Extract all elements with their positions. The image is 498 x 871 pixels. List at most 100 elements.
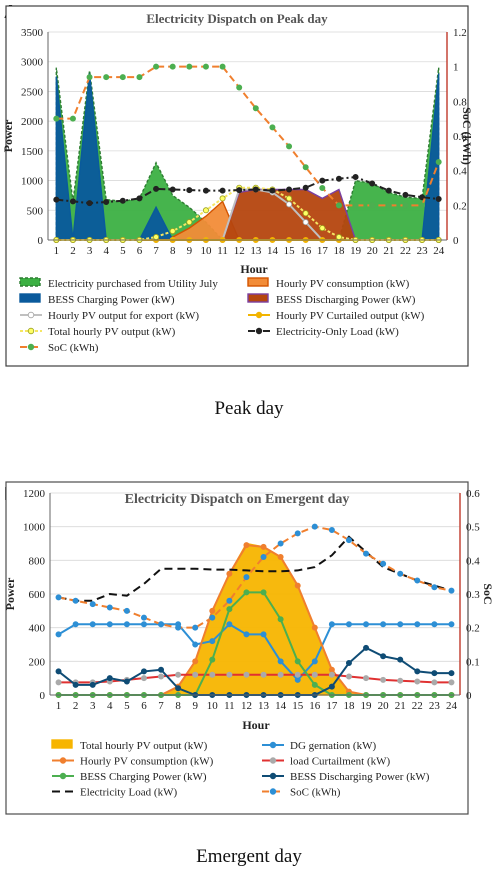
point-electricity-only-load-kw bbox=[352, 174, 359, 181]
point-soc-kwh bbox=[369, 202, 376, 209]
point-soc-kwh bbox=[119, 74, 126, 81]
y2-tick-label: 0.4 bbox=[453, 166, 467, 178]
legend-label: Total hourly PV output (kW) bbox=[48, 326, 176, 338]
point-total-hourly-pv-output-kw bbox=[169, 228, 176, 235]
point-total-hourly-pv-output-kw bbox=[202, 207, 209, 214]
point-electricity-only-load-kw bbox=[169, 186, 176, 193]
point-total-hourly-pv-output-kw bbox=[335, 234, 342, 241]
point-soc-kwh bbox=[435, 158, 442, 165]
y-tick-label: 1000 bbox=[21, 176, 44, 188]
y-tick-label: 0 bbox=[38, 235, 44, 247]
x-tick-label: 5 bbox=[120, 245, 126, 257]
point-soc-kwh bbox=[269, 124, 276, 131]
point-soc-kwh bbox=[53, 115, 60, 122]
legend-marker bbox=[255, 327, 263, 335]
legend-marker bbox=[27, 343, 35, 351]
y2-tick-label: 1.2 bbox=[453, 27, 467, 39]
point-soc-kwh bbox=[136, 74, 143, 81]
y-tick-label: 2000 bbox=[21, 116, 44, 128]
legend-item-bess-charging-power-kw: BESS Charging Power (kW) bbox=[19, 293, 175, 306]
point-soc-kwh bbox=[202, 63, 209, 70]
legend-swatch bbox=[247, 277, 269, 287]
chart-a-title: Electricity Dispatch on Peak day bbox=[146, 11, 328, 26]
point-electricity-only-load-kw bbox=[252, 186, 259, 193]
x-tick-label: 12 bbox=[234, 245, 245, 257]
x-tick-label: 18 bbox=[333, 245, 345, 257]
legend-marker bbox=[27, 311, 35, 319]
y-tick-label: 3000 bbox=[21, 57, 44, 69]
point-soc-kwh bbox=[352, 202, 359, 209]
legend-item-total-hourly-pv-output-kw: Total hourly PV output (kW) bbox=[20, 326, 176, 338]
point-soc-kwh bbox=[69, 115, 76, 122]
chart-a-ylabel: Power bbox=[1, 119, 15, 152]
x-tick-label: 6 bbox=[137, 245, 143, 257]
y2-tick-label: 0.6 bbox=[453, 131, 467, 143]
y2-tick-label: 0.8 bbox=[453, 96, 467, 108]
point-electricity-only-load-kw bbox=[86, 200, 93, 207]
legend-item-hourly-pv-output-for-export-kw: Hourly PV output for export (kW) bbox=[20, 310, 199, 322]
legend-marker bbox=[27, 327, 35, 335]
legend-label: Hourly PV Curtailed output (kW) bbox=[276, 310, 425, 322]
point-total-hourly-pv-output-kw bbox=[302, 210, 309, 217]
point-electricity-only-load-kw bbox=[202, 187, 209, 194]
legend-label: Hourly PV consumption (kW) bbox=[276, 278, 410, 290]
x-tick-label: 8 bbox=[170, 245, 176, 257]
point-soc-kwh bbox=[236, 84, 243, 91]
point-soc-kwh bbox=[335, 202, 342, 209]
legend-label: Hourly PV output for export (kW) bbox=[48, 310, 199, 322]
point-electricity-only-load-kw bbox=[119, 197, 126, 204]
point-soc-kwh bbox=[169, 63, 176, 70]
point-electricity-only-load-kw bbox=[69, 198, 76, 205]
legend-item-hourly-pv-curtailed-output-kw: Hourly PV Curtailed output (kW) bbox=[248, 310, 425, 322]
legend-label: SoC (kWh) bbox=[48, 342, 99, 354]
legend-item-electricity-only-load-kw: Electricity-Only Load (kW) bbox=[248, 326, 399, 338]
point-electricity-only-load-kw bbox=[385, 187, 392, 194]
point-electricity-only-load-kw bbox=[53, 196, 60, 203]
point-electricity-only-load-kw bbox=[335, 175, 342, 182]
chart-a-y2label: SoC (kWh) bbox=[460, 107, 474, 165]
y2-tick-label: 0 bbox=[453, 235, 459, 247]
x-tick-label: 14 bbox=[267, 245, 279, 257]
point-soc-kwh bbox=[385, 202, 392, 209]
point-soc-kwh bbox=[186, 63, 193, 70]
point-soc-kwh bbox=[86, 74, 93, 81]
point-total-hourly-pv-output-kw bbox=[219, 195, 226, 202]
point-soc-kwh bbox=[302, 164, 309, 171]
point-soc-kwh bbox=[319, 184, 326, 191]
x-tick-label: 20 bbox=[367, 245, 379, 257]
point-electricity-only-load-kw bbox=[302, 184, 309, 191]
legend-item-soc-kwh: SoC (kWh) bbox=[20, 342, 99, 354]
x-tick-label: 13 bbox=[250, 245, 262, 257]
y2-tick-label: 1 bbox=[453, 62, 459, 74]
legend-swatch bbox=[247, 293, 269, 303]
x-tick-label: 15 bbox=[284, 245, 296, 257]
y-tick-label: 3500 bbox=[21, 27, 44, 39]
point-electricity-only-load-kw bbox=[286, 186, 293, 193]
chart-a-xlabel: Hour bbox=[240, 262, 268, 276]
legend-label: BESS Discharging Power (kW) bbox=[276, 294, 416, 306]
legend-item-bess-discharging-power-kw: BESS Discharging Power (kW) bbox=[247, 293, 416, 306]
x-tick-label: 11 bbox=[217, 245, 228, 257]
point-hourly-pv-output-for-export-kw bbox=[302, 219, 309, 226]
y-tick-label: 1500 bbox=[21, 146, 44, 158]
point-electricity-only-load-kw bbox=[136, 195, 143, 202]
point-electricity-only-load-kw bbox=[219, 187, 226, 194]
point-total-hourly-pv-output-kw bbox=[153, 234, 160, 241]
x-tick-label: 24 bbox=[433, 245, 445, 257]
point-soc-kwh bbox=[103, 74, 110, 81]
point-soc-kwh bbox=[419, 202, 426, 209]
point-total-hourly-pv-output-kw bbox=[286, 195, 293, 202]
point-electricity-only-load-kw bbox=[269, 187, 276, 194]
point-soc-kwh bbox=[219, 63, 226, 70]
legend-marker bbox=[255, 311, 263, 319]
point-electricity-only-load-kw bbox=[236, 187, 243, 194]
x-tick-label: 17 bbox=[317, 245, 329, 257]
point-soc-kwh bbox=[153, 63, 160, 70]
point-electricity-only-load-kw bbox=[419, 194, 426, 201]
x-tick-label: 3 bbox=[87, 245, 93, 257]
x-tick-label: 10 bbox=[200, 245, 212, 257]
point-total-hourly-pv-output-kw bbox=[186, 219, 193, 226]
point-soc-kwh bbox=[402, 202, 409, 209]
legend-swatch bbox=[19, 293, 41, 303]
